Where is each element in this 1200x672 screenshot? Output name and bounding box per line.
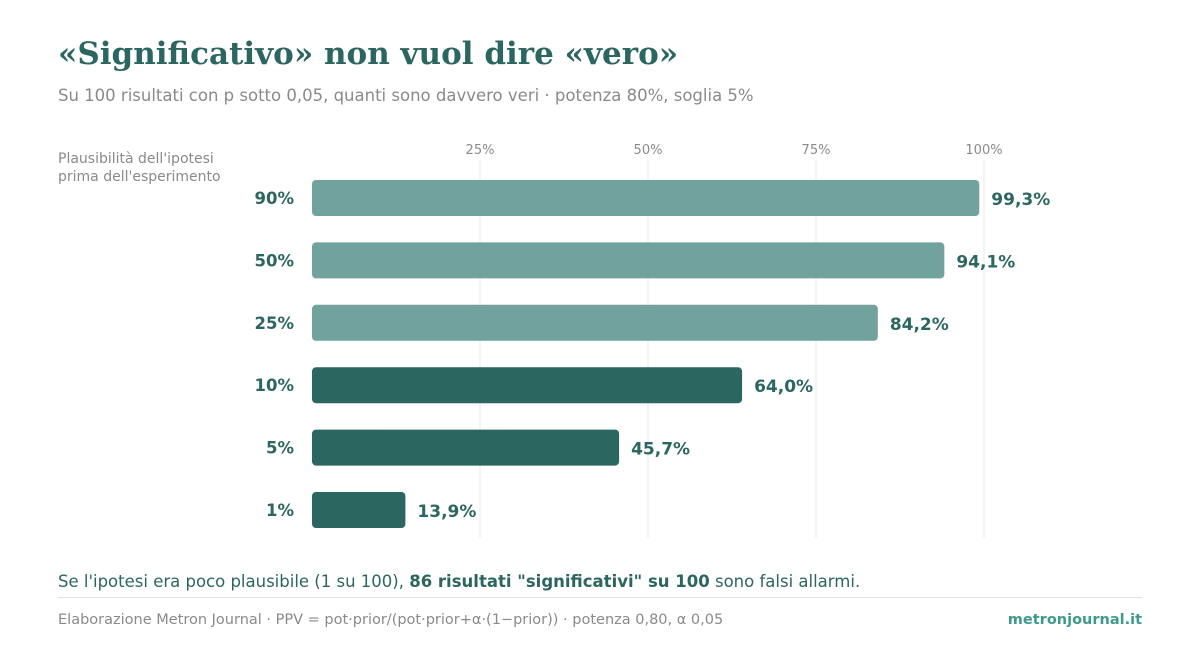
category-label-5: 5%: [266, 439, 294, 458]
chart-title: «Significativo» non vuol dire «vero»: [58, 36, 679, 72]
category-label-4: 10%: [255, 376, 295, 395]
bar-6: [312, 492, 406, 528]
category-label-3: 25%: [255, 314, 295, 333]
bar-5: [312, 429, 620, 466]
brand-link[interactable]: metronjournal.it: [1007, 612, 1142, 628]
category-label-2: 50%: [255, 251, 295, 270]
footnote-text-start: Se l'ipotesi era poco plausibile (1 su 1…: [58, 572, 410, 591]
bar-2: [312, 242, 945, 279]
value-label-2: 94,1%: [956, 252, 1015, 272]
x-tick-label-100: 100%: [965, 143, 1002, 158]
value-label-6: 13,9%: [417, 502, 476, 522]
value-label-4: 64,0%: [754, 377, 813, 397]
value-label-5: 45,7%: [631, 440, 690, 460]
chart-subtitle: Su 100 risultati con p sotto 0,05, quant…: [58, 86, 754, 105]
source-note: Elaborazione Metron Journal · PPV = pot·…: [58, 612, 724, 628]
bar-chart: 25% 50% 75% 100% 90% 99,3% 50% 94,1% 25% 84,2% 10%…: [255, 143, 1050, 538]
value-label-3: 84,2%: [890, 315, 949, 335]
footnote: Se l'ipotesi era poco plausibile (1 su 1…: [58, 572, 860, 591]
footnote-emphasis: 86 risultati "significativi" su 100: [409, 572, 710, 591]
y-axis-label-line-2: prima dell'esperimento: [58, 169, 221, 185]
y-axis-label-line-1: Plausibilità dell'ipotesi: [58, 151, 214, 167]
bar-3: [312, 304, 878, 341]
x-tick-label-50: 50%: [634, 143, 663, 158]
bar-1: [312, 180, 980, 216]
value-label-1: 99,3%: [991, 190, 1050, 210]
footnote-text-end: sono falsi allarmi.: [709, 572, 861, 591]
y-axis-label: Plausibilità dell'ipotesi prima dell'esp…: [58, 150, 258, 186]
category-label-1: 90%: [255, 189, 295, 208]
x-tick-label-25: 25%: [466, 143, 495, 158]
footer-divider: [58, 597, 1142, 598]
bar-4: [312, 367, 743, 404]
x-tick-label-75: 75%: [802, 143, 831, 158]
category-label-6: 1%: [266, 501, 294, 520]
